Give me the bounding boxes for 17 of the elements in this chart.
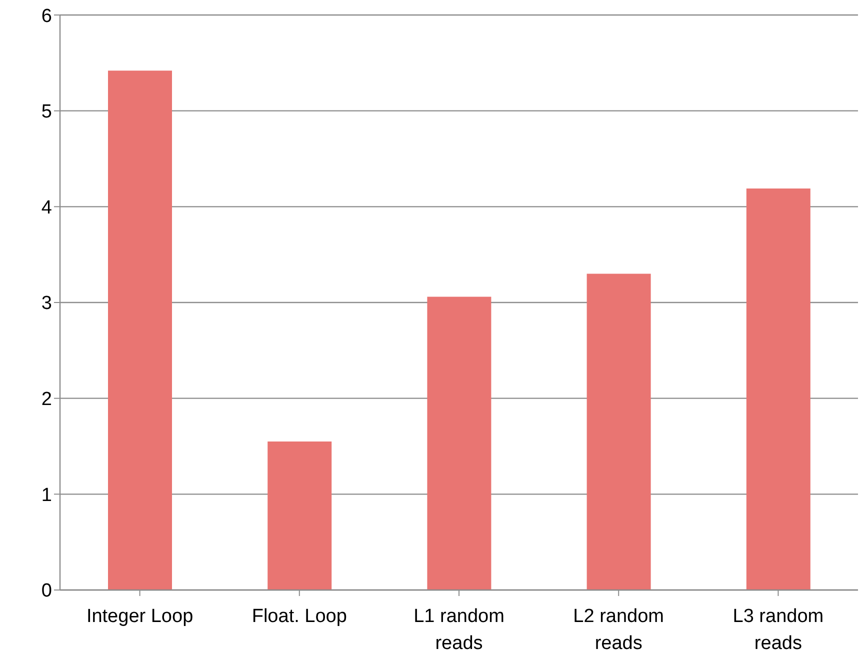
y-tick-label: 1 [41, 484, 52, 506]
y-tick-label: 5 [41, 102, 52, 123]
bar [586, 274, 651, 590]
y-tick-label: 4 [41, 197, 52, 218]
bar [268, 441, 332, 590]
x-tick-label: Float. Loop [252, 606, 347, 627]
y-tick-label: 2 [41, 389, 52, 410]
bar [108, 70, 172, 590]
y-tick-label: 6 [41, 6, 52, 27]
x-tick-label: L3 random reads [732, 606, 824, 654]
x-tick-label: L1 random reads [414, 606, 504, 654]
y-tick-label: 3 [41, 293, 52, 314]
x-tick-label: L2 random reads [573, 606, 664, 654]
x-tick-label: Integer Loop [86, 606, 194, 627]
y-tick-label: 0 [41, 580, 52, 602]
bar [746, 188, 810, 590]
bar [427, 296, 492, 590]
